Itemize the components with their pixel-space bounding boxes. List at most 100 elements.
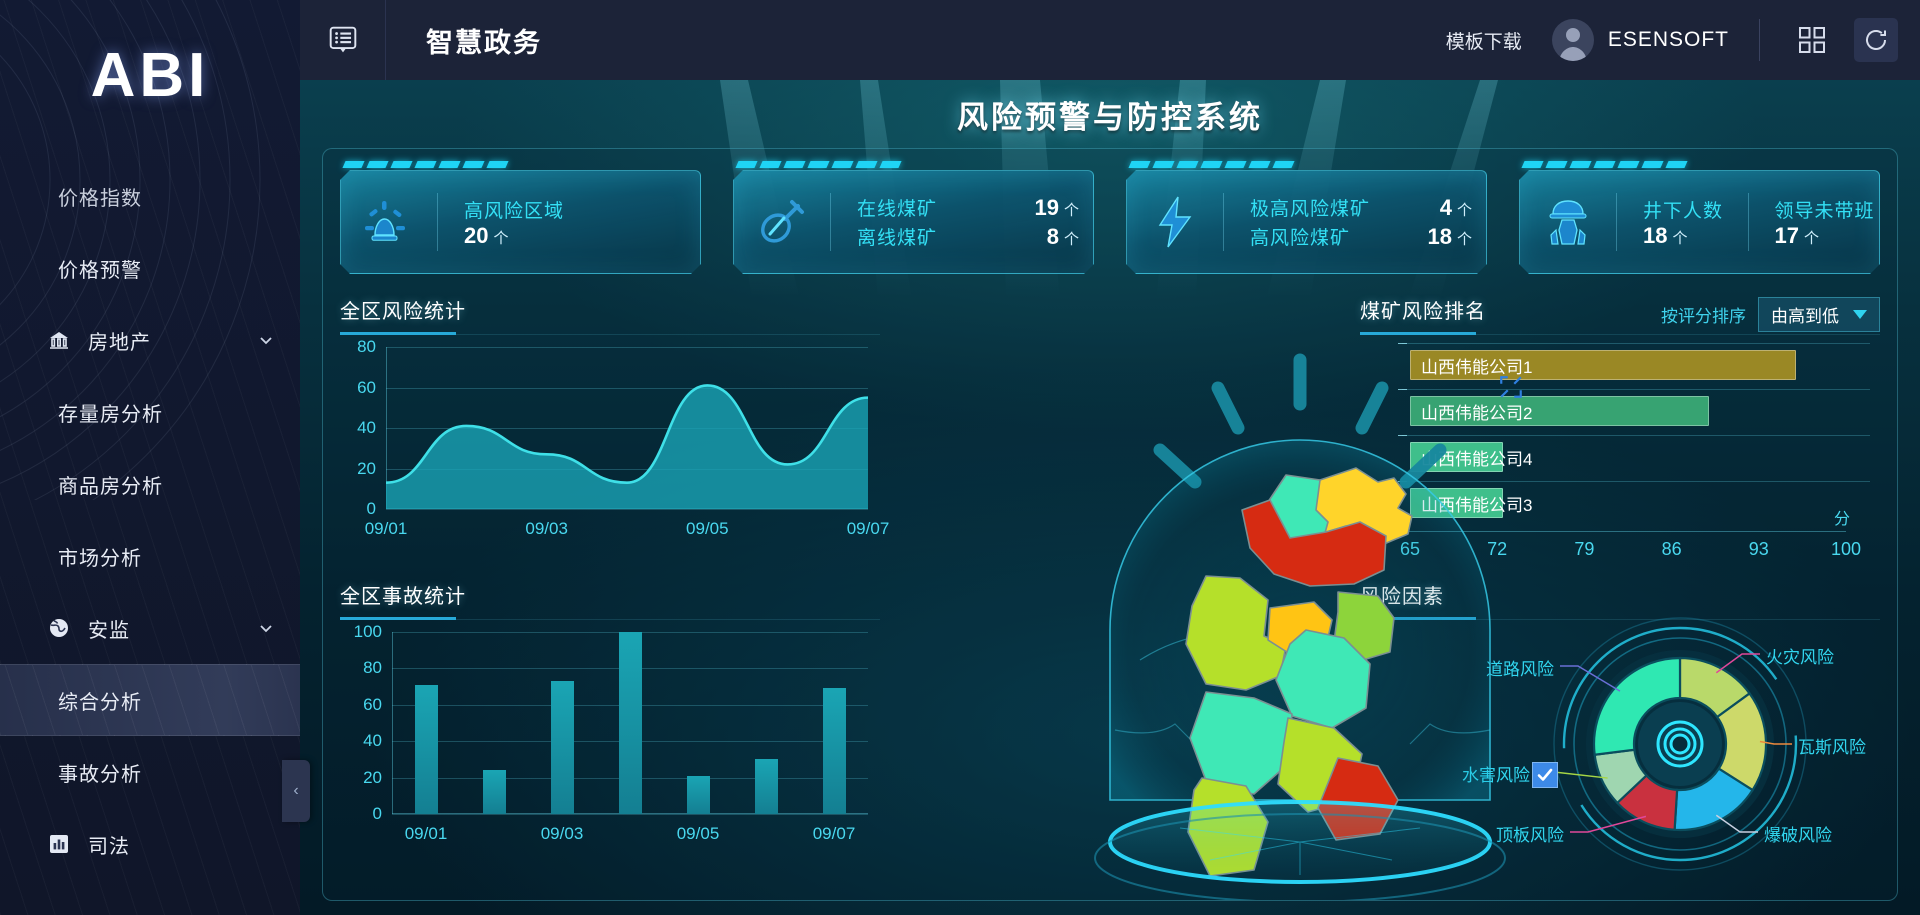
sidebar-item-label: 商品房分析 bbox=[58, 475, 163, 498]
pie-slice[interactable] bbox=[1592, 656, 1682, 757]
sidebar-item-label: 存量房分析 bbox=[58, 403, 163, 426]
sidebar-item-label: 房地产 bbox=[88, 331, 151, 354]
pie-label: 瓦斯风险 bbox=[1798, 738, 1866, 757]
row-tick bbox=[1398, 435, 1407, 436]
pie-label: 爆破风险 bbox=[1764, 826, 1832, 845]
main-region: 智慧政务 模板下载 ESENSOFT bbox=[300, 0, 1920, 915]
china-province-map[interactable] bbox=[1020, 330, 1580, 900]
y-axis-tick: 60 bbox=[363, 694, 382, 714]
kpi-value: 8 bbox=[1046, 224, 1059, 249]
rank-bar[interactable]: 山西伟能公司1 bbox=[1410, 350, 1797, 380]
donut-chart-plot: 火灾风险 瓦斯风险 爆破风险 顶板风险 水害风险 道路风险 bbox=[1360, 617, 1880, 871]
sidebar: ABI 价格指数 价格预警 房地产 bbox=[0, 0, 300, 915]
title-underline bbox=[340, 617, 880, 620]
sidebar-item-label: 安监 bbox=[88, 619, 130, 642]
bar bbox=[482, 770, 506, 814]
expand-icon[interactable] bbox=[1498, 374, 1524, 400]
y-axis-tick: 100 bbox=[353, 622, 382, 641]
divider bbox=[830, 193, 831, 251]
x-axis-tick: 09/05 bbox=[686, 519, 729, 538]
chart-title: 全区风险统计 bbox=[340, 301, 466, 323]
x-axis-tick: 86 bbox=[1661, 539, 1682, 559]
sidebar-item-market-analysis[interactable]: 市场分析 bbox=[0, 520, 300, 592]
bar bbox=[686, 775, 710, 814]
refresh-button[interactable] bbox=[1854, 18, 1898, 62]
sidebar-item-judicial[interactable]: 司法 bbox=[0, 808, 300, 880]
alarm-light-icon bbox=[341, 195, 437, 249]
divider bbox=[1223, 193, 1224, 251]
sidebar-item-comprehensive-analysis[interactable]: 综合分析 bbox=[0, 664, 300, 736]
chevron-down-icon[interactable] bbox=[258, 332, 274, 348]
kpi-card-underground-personnel[interactable]: 井下人数 18 个 领导未带班 17 个 bbox=[1519, 161, 1880, 274]
kpi-stat: 领导未带班 17 个 bbox=[1749, 196, 1880, 249]
x-axis-tick: 09/03 bbox=[540, 824, 584, 843]
sort-order-select[interactable]: 由高到低 bbox=[1758, 297, 1880, 332]
row-separator bbox=[1402, 435, 1870, 436]
sidebar-item-stock-housing[interactable]: 存量房分析 bbox=[0, 376, 300, 448]
chart-card-mine-risk-ranking: 煤矿风险排名 按评分排序 由高到低 山西伟能公司1 山西伟能公司2 山西伟能公司4 山… bbox=[1360, 295, 1880, 559]
rank-row[interactable]: 山西伟能公司1 bbox=[1366, 343, 1870, 387]
x-axis-tick: 100 bbox=[1830, 539, 1862, 559]
chevron-down-icon[interactable] bbox=[258, 620, 274, 636]
sidebar-item-price-index[interactable]: 价格指数 bbox=[0, 160, 300, 232]
x-axis-tick: 09/01 bbox=[364, 519, 408, 538]
lightning-icon bbox=[1127, 194, 1223, 250]
kpi-decoration bbox=[342, 161, 509, 168]
avatar[interactable] bbox=[1551, 19, 1594, 61]
sidebar-item-label: 综合分析 bbox=[58, 691, 142, 714]
sidebar-collapse-handle[interactable]: ‹ bbox=[282, 760, 310, 822]
kpi-label: 领导未带班 bbox=[1774, 200, 1875, 222]
logo-text: ABI bbox=[90, 40, 210, 110]
rank-label: 山西伟能公司1 bbox=[1421, 357, 1533, 377]
miner-helmet-icon bbox=[1520, 194, 1616, 250]
top-bar: 智慧政务 模板下载 ESENSOFT bbox=[300, 0, 1920, 80]
divider bbox=[437, 193, 438, 251]
row-tick bbox=[1398, 389, 1407, 390]
kpi-card-high-risk-area[interactable]: 高风险区域 20 个 bbox=[340, 161, 701, 274]
sort-label: 按评分排序 bbox=[1661, 307, 1746, 326]
sidebar-item-price-alert[interactable]: 价格预警 bbox=[0, 232, 300, 304]
rank-row[interactable]: 山西伟能公司2 bbox=[1366, 389, 1870, 433]
bar bbox=[618, 632, 642, 814]
rank-list: 山西伟能公司1山西伟能公司2山西伟能公司4山西伟能公司3分65727986931… bbox=[1366, 343, 1870, 559]
sidebar-item-real-estate[interactable]: 房地产 bbox=[0, 304, 300, 376]
kpi-stat: 井下人数 18 个 bbox=[1617, 196, 1748, 249]
y-axis-tick: 80 bbox=[363, 658, 382, 678]
sidebar-item-safety-supervision[interactable]: 安监 bbox=[0, 592, 300, 664]
app-logo: ABI bbox=[0, 0, 300, 150]
kpi-label: 井下人数 bbox=[1643, 200, 1724, 222]
y-axis-tick: 0 bbox=[366, 499, 376, 518]
divider bbox=[1616, 193, 1617, 251]
y-axis-tick: 20 bbox=[357, 458, 376, 478]
kpi-value: 20 bbox=[464, 222, 489, 248]
kpi-label: 高风险煤矿 bbox=[1250, 228, 1351, 249]
map-checkbox[interactable] bbox=[1532, 762, 1558, 788]
rank-bar[interactable]: 山西伟能公司2 bbox=[1410, 396, 1709, 426]
row-tick bbox=[1398, 343, 1407, 344]
template-download-link[interactable]: 模板下载 bbox=[1445, 31, 1522, 53]
bar bbox=[822, 688, 846, 814]
chevron-down-icon bbox=[1853, 310, 1867, 319]
kpi-unit: 个 bbox=[1803, 229, 1819, 247]
menu-toggle-button[interactable] bbox=[300, 0, 386, 80]
kpi-unit: 个 bbox=[1456, 231, 1472, 248]
kpi-label: 高风险区域 bbox=[464, 200, 565, 222]
y-axis bbox=[386, 347, 387, 509]
kpi-label: 极高风险煤矿 bbox=[1250, 198, 1371, 220]
kpi-stat: 高风险煤矿 18 个 bbox=[1250, 222, 1486, 251]
grid-apps-button[interactable] bbox=[1790, 18, 1834, 62]
donut-series bbox=[1536, 617, 1807, 871]
sidebar-item-commercial-housing[interactable]: 商品房分析 bbox=[0, 448, 300, 520]
bar bbox=[414, 684, 438, 814]
app-title: 智慧政务 bbox=[426, 27, 542, 58]
page-title: 风险预警与防控系统 bbox=[957, 100, 1263, 135]
sidebar-item-accident-analysis[interactable]: 事故分析 bbox=[0, 736, 300, 808]
x-axis-tick: 72 bbox=[1487, 539, 1508, 559]
divider bbox=[1759, 19, 1760, 61]
